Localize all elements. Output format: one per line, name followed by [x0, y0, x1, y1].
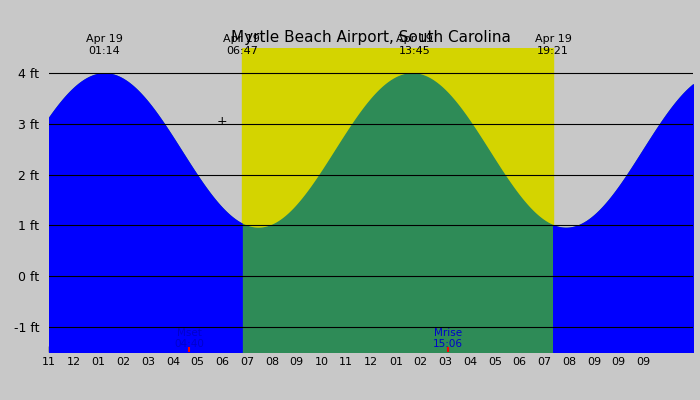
Bar: [241, 48, 553, 352]
Text: Apr 19
19:21: Apr 19 19:21: [535, 34, 571, 56]
Text: Apr 19
06:47: Apr 19 06:47: [223, 34, 260, 56]
Text: Mrise
15:06: Mrise 15:06: [433, 328, 463, 350]
Text: +: +: [216, 114, 227, 128]
Text: Apr 19
01:14: Apr 19 01:14: [86, 34, 122, 56]
Text: Apr 19
13:45: Apr 19 13:45: [396, 34, 433, 56]
Text: Mset
04:40: Mset 04:40: [174, 328, 204, 350]
Title: Myrtle Beach Airport, South Carolina: Myrtle Beach Airport, South Carolina: [231, 30, 511, 46]
